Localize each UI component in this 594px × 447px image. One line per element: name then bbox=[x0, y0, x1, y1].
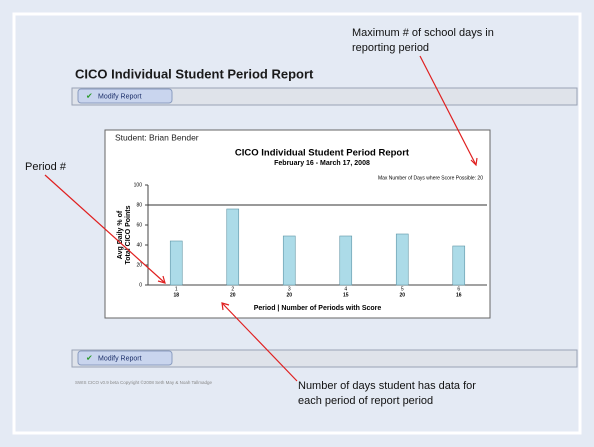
annotation: each period of report period bbox=[298, 395, 433, 407]
x-tick-label: 2 bbox=[231, 286, 234, 292]
toolbar bbox=[71, 87, 578, 106]
button-label[interactable]: Modify Report bbox=[98, 355, 142, 362]
annotation: reporting period bbox=[352, 42, 429, 54]
y-tick-label: 20 bbox=[136, 262, 142, 268]
bar bbox=[282, 235, 296, 286]
button[interactable] bbox=[77, 88, 173, 104]
y-tick-label: 60 bbox=[136, 222, 142, 228]
y-axis-label: Total CICO Points bbox=[125, 205, 132, 264]
y-tick-label: 80 bbox=[136, 202, 142, 208]
bar bbox=[226, 208, 240, 286]
y-tick-label: 100 bbox=[134, 182, 143, 188]
page-title: CICO Individual Student Period Report bbox=[75, 66, 314, 81]
check-icon: ✔ bbox=[86, 354, 93, 363]
x-tick-label: 5 bbox=[401, 286, 404, 292]
student: Student: Brian Bender bbox=[115, 132, 199, 142]
button-label[interactable]: Modify Report bbox=[98, 93, 142, 100]
note: Max Number of Days where Score Possible:… bbox=[378, 175, 483, 181]
y-axis-label: Avg Daily % of bbox=[117, 210, 124, 259]
x-tick-label: 3 bbox=[288, 286, 291, 292]
count-label: 20 bbox=[230, 292, 236, 298]
y-tick-label: 40 bbox=[136, 242, 142, 248]
annotation: Maximum # of school days in bbox=[352, 27, 494, 39]
button[interactable] bbox=[77, 350, 173, 366]
chart-title: CICO Individual Student Period Report bbox=[235, 148, 410, 159]
arrows bbox=[44, 55, 478, 382]
count-label: 20 bbox=[399, 292, 405, 298]
bar bbox=[395, 233, 409, 286]
check-icon: ✔ bbox=[86, 92, 93, 101]
chart-box bbox=[104, 129, 491, 319]
footer: SWIS CICO v0.9 beta Copyright ©2008 Seth… bbox=[75, 379, 213, 385]
count-label: 16 bbox=[456, 292, 462, 298]
annotation: Number of days student has data for bbox=[298, 380, 476, 392]
x-tick-label: 6 bbox=[457, 286, 460, 292]
count-label: 20 bbox=[286, 292, 292, 298]
x-tick-label: 4 bbox=[344, 286, 347, 292]
bar bbox=[452, 245, 466, 286]
y-tick-label: 0 bbox=[139, 282, 142, 288]
count-label: 15 bbox=[343, 292, 349, 298]
bar bbox=[169, 240, 183, 286]
chart-subtitle: February 16 - March 17, 2008 bbox=[274, 160, 370, 167]
toolbar bbox=[71, 349, 578, 368]
x-axis-label: Period | Number of Periods with Score bbox=[254, 305, 382, 312]
count-label: 18 bbox=[173, 292, 179, 298]
frame bbox=[12, 12, 582, 435]
bar bbox=[339, 235, 353, 286]
annotation: Period # bbox=[25, 161, 67, 173]
x-tick-label: 1 bbox=[175, 286, 178, 292]
